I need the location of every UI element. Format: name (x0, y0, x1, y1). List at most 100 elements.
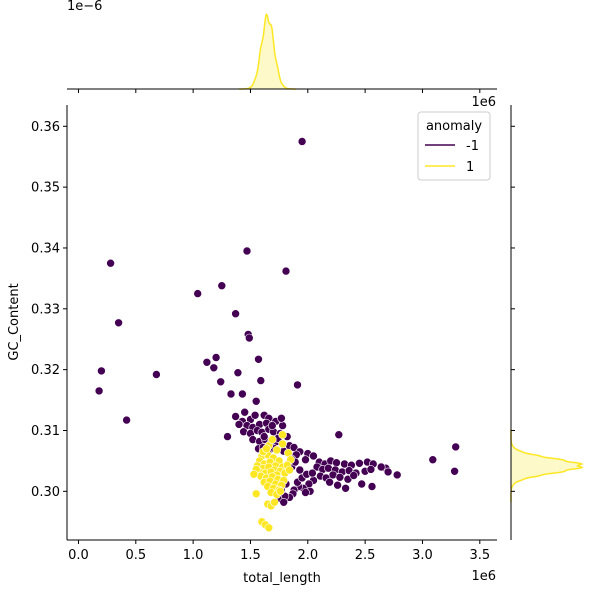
scatter-point-anomaly-neg1 (450, 466, 459, 476)
scatter-point-anomaly-pos1 (251, 489, 261, 499)
scatter-point-anomaly-neg1 (223, 432, 232, 441)
scatter-point-anomaly-neg1 (297, 137, 307, 146)
scatter-points (94, 137, 461, 533)
scatter-point-anomaly-neg1 (231, 309, 240, 319)
scatter-point-anomaly-neg1 (366, 465, 376, 474)
scatter-point-anomaly-pos1 (278, 430, 287, 440)
x-tick-label: 2.0 (297, 548, 318, 563)
scatter-point-anomaly-neg1 (376, 462, 386, 472)
scatter-point-anomaly-neg1 (242, 246, 252, 256)
scatter-point-anomaly-neg1 (301, 488, 310, 497)
scatter-point-anomaly-neg1 (335, 472, 345, 482)
legend-box (417, 111, 491, 181)
scatter-point-anomaly-neg1 (240, 407, 249, 417)
scatter-point-anomaly-neg1 (309, 451, 318, 461)
top-marginal-kde-line (239, 13, 297, 90)
scatter-point-anomaly-neg1 (333, 480, 342, 490)
scatter-point-anomaly-neg1 (349, 471, 359, 480)
y-tick-label: 0.30 (31, 485, 60, 500)
x-axis-ticks: 0.0 0.5 1.0 1.5 2.0 2.5 3.0 3.5 (68, 540, 490, 563)
scatter-point-anomaly-pos1 (264, 523, 274, 533)
scatter-point-anomaly-neg1 (152, 370, 161, 379)
scatter-point-anomaly-neg1 (238, 389, 247, 399)
y-axis-label: GC_Content (7, 283, 22, 360)
scatter-point-anomaly-pos1 (270, 497, 279, 507)
scatter-point-anomaly-neg1 (106, 258, 115, 268)
scatter-point-anomaly-neg1 (259, 432, 269, 441)
scatter-point-anomaly-pos1 (272, 445, 282, 455)
scatter-point-anomaly-neg1 (251, 396, 261, 406)
scatter-point-anomaly-neg1 (295, 465, 305, 475)
scatter-point-anomaly-neg1 (451, 442, 461, 452)
scatter-point-anomaly-neg1 (332, 458, 341, 468)
scatter-point-anomaly-neg1 (226, 389, 236, 399)
scatter-point-anomaly-neg1 (355, 458, 364, 468)
y-tick-label: 0.35 (31, 181, 60, 196)
scatter-point-anomaly-neg1 (202, 357, 212, 367)
right-marginal-kde-fill (511, 429, 582, 503)
scatter-point-anomaly-neg1 (114, 318, 123, 328)
scatter-point-anomaly-pos1 (249, 469, 259, 479)
scatter-point-anomaly-neg1 (234, 420, 244, 429)
y-tick-label: 0.31 (31, 424, 60, 439)
scatter-point-anomaly-neg1 (193, 289, 202, 298)
scatter-point-anomaly-neg1 (245, 333, 254, 343)
scatter-point-anomaly-neg1 (94, 386, 104, 396)
right-marginal-ticks (511, 125, 515, 492)
x-tick-label: 3.0 (412, 548, 433, 563)
scatter-point-anomaly-neg1 (231, 412, 240, 421)
x-tick-label: 1.5 (240, 548, 261, 563)
x-tick-label: 0.5 (125, 548, 146, 563)
scatter-point-anomaly-neg1 (367, 482, 377, 491)
scatter-point-anomaly-neg1 (256, 376, 266, 385)
scatter-point-anomaly-neg1 (301, 455, 310, 465)
scatter-point-anomaly-neg1 (267, 421, 277, 430)
top-marginal-density: 1e−6 (67, 0, 497, 93)
scatter-point-anomaly-neg1 (325, 477, 334, 487)
top-marginal-kde-fill (239, 14, 297, 89)
scatter-point-anomaly-neg1 (428, 455, 438, 465)
y-tick-label: 0.33 (31, 302, 60, 317)
top-marginal-ticks (77, 89, 481, 93)
scatter-point-anomaly-neg1 (216, 377, 225, 387)
legend: anomaly -1 1 (417, 111, 491, 181)
legend-label-pos1: 1 (466, 160, 474, 175)
x-tick-label: 1.0 (183, 548, 204, 563)
scatter-point-anomaly-neg1 (392, 470, 402, 480)
scatter-point-anomaly-pos1 (275, 486, 285, 496)
top-marginal-offset-label: 1e−6 (67, 0, 102, 14)
x-tick-label: 2.5 (355, 548, 376, 563)
scatter-point-anomaly-pos1 (285, 465, 294, 475)
scatter-point-anomaly-neg1 (334, 430, 344, 440)
x-tick-label: 0.0 (68, 548, 89, 563)
x-axis-offset-label: 1e6 (471, 569, 496, 584)
scatter-point-anomaly-pos1 (267, 435, 277, 444)
scatter-point-anomaly-neg1 (217, 281, 227, 291)
y-tick-label: 0.36 (31, 120, 60, 135)
scatter-point-anomaly-neg1 (250, 410, 260, 420)
scatter-point-anomaly-neg1 (341, 483, 350, 493)
y-axis-ticks: 0.30 0.31 0.32 0.33 0.34 0.35 0.36 (31, 120, 67, 500)
scatter-point-anomaly-neg1 (279, 497, 289, 507)
y-tick-label: 0.34 (31, 241, 60, 256)
scatter-point-anomaly-neg1 (281, 266, 291, 276)
scatter-point-anomaly-neg1 (293, 380, 302, 390)
scatter-point-anomaly-neg1 (97, 366, 106, 376)
scatter-point-anomaly-neg1 (383, 467, 393, 477)
main-scatter-axes: 0.0 0.5 1.0 1.5 2.0 2.5 3.0 3.5 0.300.310.320.3… (7, 105, 497, 586)
scatter-point-anomaly-neg1 (277, 413, 286, 423)
scatter-point-anomaly-pos1 (278, 439, 287, 449)
scatter-point-anomaly-neg1 (357, 479, 367, 489)
right-marginal-density: 1e6 (471, 95, 584, 540)
scatter-point-anomaly-pos1 (262, 444, 271, 454)
scatter-point-anomaly-neg1 (308, 468, 317, 478)
right-marginal-offset-label: 1e6 (471, 95, 496, 110)
x-axis-label: total_length (243, 571, 321, 586)
scatter-point-anomaly-neg1 (209, 363, 219, 373)
scatter-point-anomaly-neg1 (233, 368, 243, 378)
scatter-point-anomaly-neg1 (278, 421, 287, 430)
scatter-point-anomaly-neg1 (122, 415, 131, 425)
y-tick-label: 0.32 (31, 363, 60, 378)
scatter-point-anomaly-neg1 (211, 353, 221, 362)
